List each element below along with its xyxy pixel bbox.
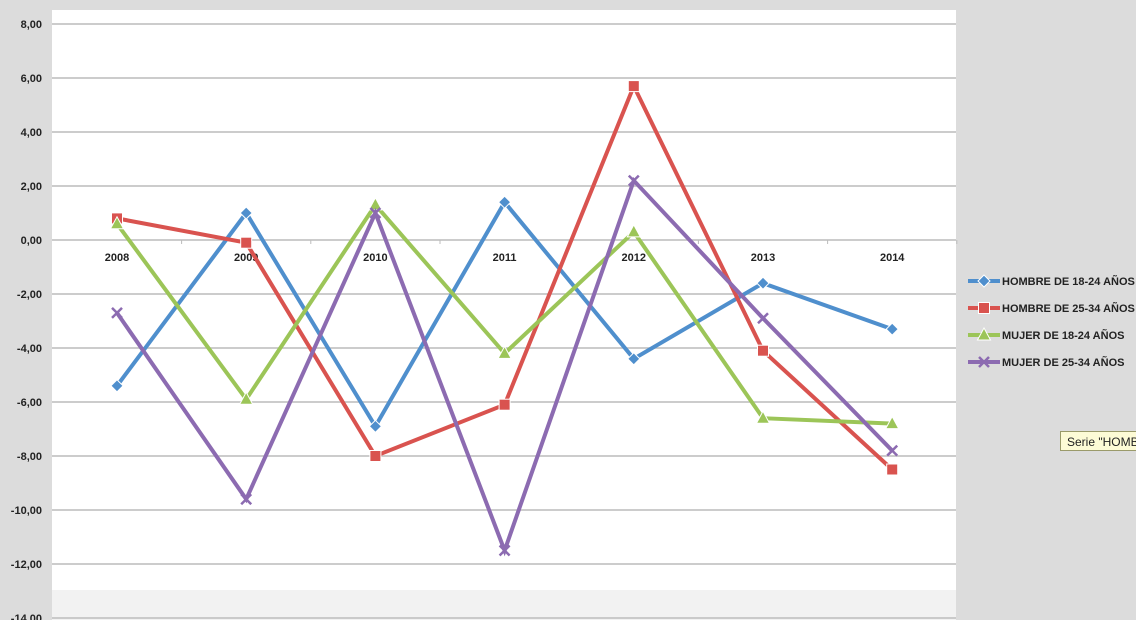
data-point-x[interactable] bbox=[886, 444, 899, 457]
data-point-triangle[interactable] bbox=[109, 215, 125, 230]
data-point-diamond[interactable] bbox=[110, 379, 124, 393]
data-point-x[interactable] bbox=[369, 207, 382, 219]
data-point-square[interactable] bbox=[757, 344, 769, 357]
legend-item[interactable]: HOMBRE DE 18-24 AÑOS bbox=[968, 274, 1135, 288]
data-point-diamond[interactable] bbox=[885, 322, 899, 336]
legend-label: HOMBRE DE 25-34 AÑOS bbox=[1002, 302, 1135, 315]
legend-marker[interactable] bbox=[978, 356, 990, 368]
y-tick-label: -2,00 bbox=[17, 289, 42, 301]
y-tick-label: 2,00 bbox=[21, 181, 42, 193]
y-tick-label: -10,00 bbox=[11, 505, 42, 517]
y-tick-label: 8,00 bbox=[21, 19, 42, 31]
data-point-x[interactable] bbox=[111, 307, 123, 319]
y-tick-label: 4,00 bbox=[21, 127, 42, 139]
data-point-diamond[interactable] bbox=[756, 276, 770, 290]
y-tick-label: -4,00 bbox=[17, 343, 42, 355]
data-point-triangle[interactable] bbox=[238, 391, 254, 405]
legend-item[interactable]: MUJER DE 18-24 AÑOS bbox=[968, 326, 1124, 342]
series-1 bbox=[110, 195, 899, 434]
y-tick-label: 6,00 bbox=[21, 73, 42, 85]
x-tick-label: 2012 bbox=[622, 252, 646, 264]
data-point-x[interactable] bbox=[240, 493, 253, 506]
x-tick-label: 2011 bbox=[493, 252, 517, 264]
x-tick-label: 2008 bbox=[105, 252, 129, 264]
legend: HOMBRE DE 18-24 AÑOS HOMBRE DE 25-34 AÑOS… bbox=[968, 274, 1135, 369]
y-tick-label: -6,00 bbox=[17, 397, 42, 409]
legend-marker[interactable] bbox=[978, 302, 990, 314]
data-point-triangle[interactable] bbox=[755, 410, 771, 424]
y-tick-label: -8,00 bbox=[17, 451, 42, 463]
gridlines bbox=[52, 23, 956, 619]
y-tick-label: -14,00 bbox=[11, 613, 42, 620]
series-4 bbox=[111, 174, 899, 557]
data-point-triangle[interactable] bbox=[884, 415, 900, 430]
data-point-square[interactable] bbox=[886, 463, 899, 476]
legend-label: MUJER DE 25-34 AÑOS bbox=[1002, 356, 1124, 369]
legend-item[interactable]: HOMBRE DE 25-34 AÑOS bbox=[968, 302, 1135, 315]
y-tick-label: -12,00 bbox=[11, 559, 42, 571]
data-point-square[interactable] bbox=[369, 450, 382, 462]
data-point-square[interactable] bbox=[627, 80, 640, 93]
data-point-x[interactable] bbox=[498, 544, 511, 557]
legend-marker[interactable] bbox=[976, 326, 992, 341]
data-point-diamond[interactable] bbox=[497, 195, 512, 209]
data-point-diamond[interactable] bbox=[368, 419, 383, 434]
data-point-x[interactable] bbox=[627, 174, 640, 187]
plot-background bbox=[52, 10, 956, 620]
data-point-diamond[interactable] bbox=[239, 206, 253, 220]
series-lines bbox=[109, 80, 900, 557]
x-tick-label: 2010 bbox=[363, 252, 387, 264]
legend-item[interactable]: MUJER DE 25-34 AÑOS bbox=[968, 356, 1124, 369]
legend-marker[interactable] bbox=[977, 274, 991, 288]
x-axis-ticks: 2008 2009 2010 2011 2012 2013 2014 bbox=[105, 240, 958, 264]
y-tick-label: 0,00 bbox=[21, 235, 42, 247]
legend-label: MUJER DE 18-24 AÑOS bbox=[1002, 329, 1124, 342]
y-axis-ticks: 8,00 6,00 4,00 2,00 0,00 -2,00 -4,00 -6,00 -8,00… bbox=[11, 19, 42, 620]
series-3 bbox=[109, 196, 900, 430]
series-tooltip: Serie "HOMBRE DE 18-24 AÑOS" bbox=[1060, 431, 1136, 451]
data-point-diamond[interactable] bbox=[627, 352, 641, 366]
x-tick-label: 2013 bbox=[751, 252, 775, 264]
data-point-triangle[interactable] bbox=[626, 223, 642, 238]
data-point-square[interactable] bbox=[240, 236, 253, 249]
data-point-square[interactable] bbox=[498, 398, 511, 411]
x-tick-label: 2014 bbox=[880, 252, 905, 264]
data-point-x[interactable] bbox=[757, 312, 769, 325]
data-point-triangle[interactable] bbox=[497, 345, 512, 359]
legend-label: HOMBRE DE 18-24 AÑOS bbox=[1002, 275, 1135, 288]
plot-bottom-band bbox=[52, 590, 956, 620]
